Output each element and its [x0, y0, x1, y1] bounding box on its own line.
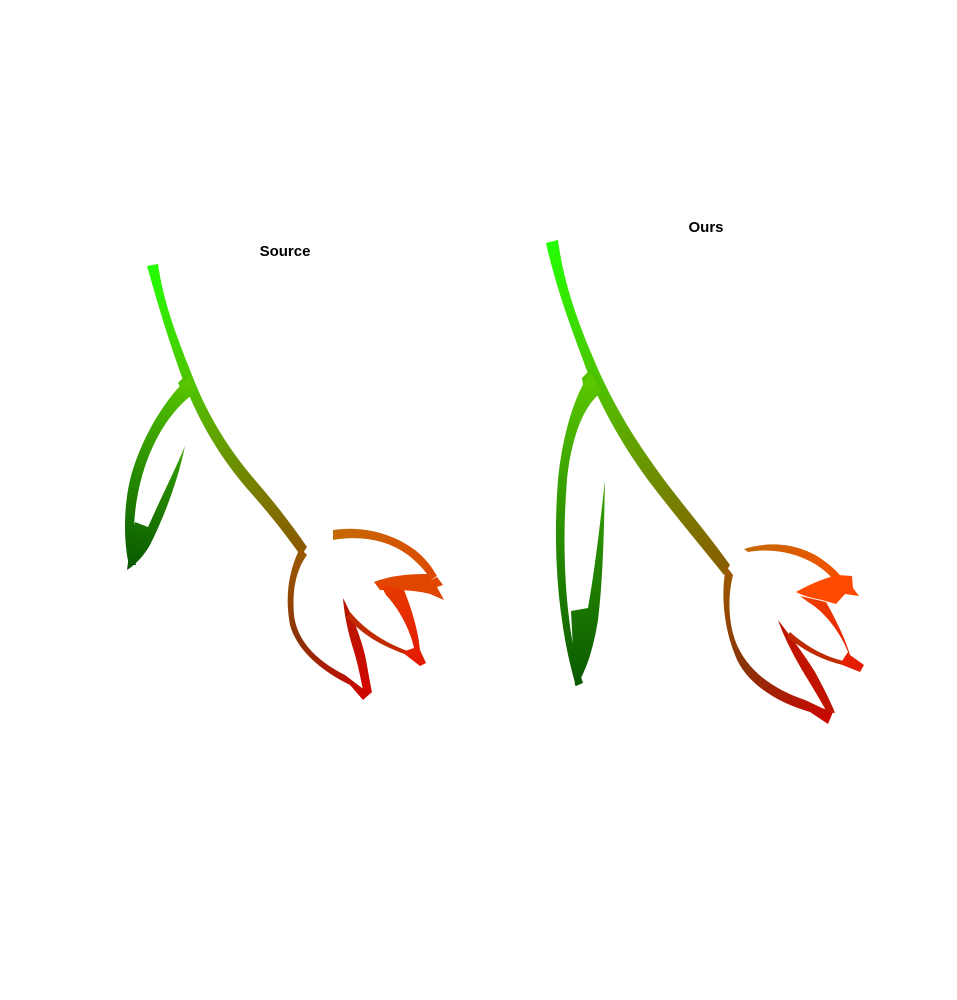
source-upper-arc — [333, 528, 437, 580]
panel-title-source: Source — [259, 243, 311, 260]
source-stem — [147, 264, 307, 556]
source-lower-branch — [287, 548, 372, 700]
source-figure — [125, 264, 444, 700]
ours-triangle-branch — [800, 596, 864, 672]
source-leaf-blade — [127, 446, 185, 570]
source-right-fork — [374, 574, 444, 600]
ours-right-fork — [796, 575, 859, 604]
ours-middle-spike — [778, 620, 835, 713]
source-triangle-branch — [380, 584, 426, 666]
ours-leaf-blade — [571, 480, 605, 686]
panel-title-ours: Ours — [688, 219, 724, 236]
ours-upper-arc — [744, 544, 845, 587]
source-middle-spike — [343, 598, 372, 692]
ours-figure — [546, 240, 864, 724]
ours-lower-branch — [723, 566, 833, 724]
ours-leaf-outer — [555, 372, 602, 686]
ours-stem — [546, 240, 730, 575]
